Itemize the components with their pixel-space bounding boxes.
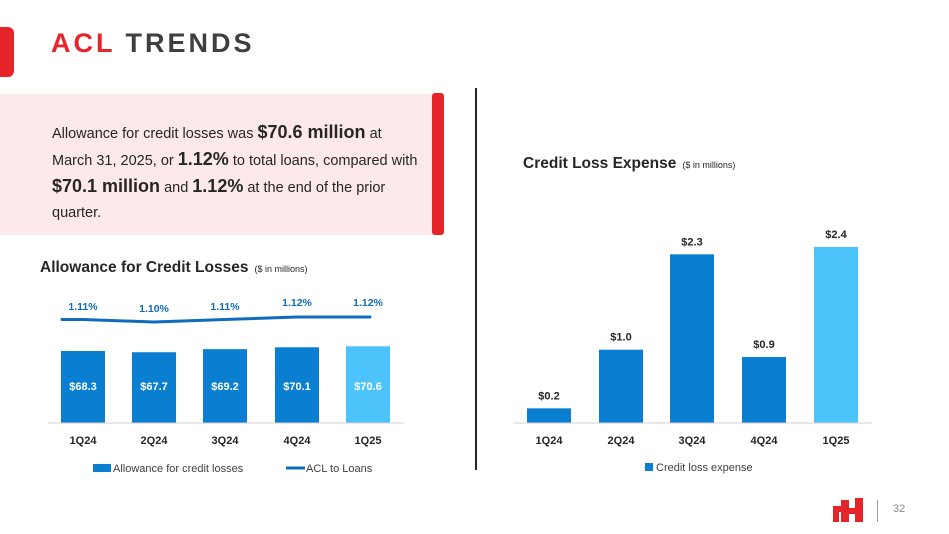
- expense-x-tick-label: 4Q24: [751, 435, 779, 447]
- acl-x-tick-label: 4Q24: [284, 435, 312, 447]
- acl-chart-title-text: Allowance for Credit Losses: [40, 259, 249, 276]
- column-divider: [475, 88, 477, 470]
- acl-bar-label: $69.2: [211, 381, 239, 393]
- expense-x-tick-label: 2Q24: [608, 435, 636, 447]
- expense-legend-label: Credit loss expense: [656, 462, 753, 474]
- acl-x-tick-label: 2Q24: [141, 435, 169, 447]
- acl-ratio-label: 1.11%: [68, 301, 98, 313]
- title-rest: TRENDS: [125, 28, 255, 58]
- acl-bar: [275, 347, 319, 423]
- expense-chart-title-text: Credit Loss Expense: [523, 155, 677, 172]
- acl-legend-line-label: ACL to Loans: [306, 463, 373, 475]
- expense-bar: [670, 254, 714, 423]
- summary-highlight: $70.1 million: [52, 176, 161, 196]
- expense-bar-label: $2.4: [825, 229, 847, 241]
- summary-highlight: 1.12%: [192, 176, 244, 196]
- header-accent-tab: [0, 27, 14, 77]
- acl-chart-title: Allowance for Credit Losses ($ in million…: [40, 259, 307, 277]
- expense-bar: [814, 247, 858, 423]
- acl-ratio-line: [60, 315, 372, 324]
- acl-ratio-label: 1.10%: [139, 303, 169, 315]
- acl-x-tick-label: 3Q24: [212, 435, 240, 447]
- callout-accent-bar: [432, 93, 444, 235]
- summary-text-part: and: [160, 180, 193, 196]
- acl-legend-bar-swatch: [93, 464, 111, 472]
- expense-bar: [599, 349, 643, 423]
- expense-bar-label: $2.3: [681, 236, 702, 248]
- acl-bar-label: $70.1: [283, 381, 311, 393]
- brand-logo-icon: [833, 498, 863, 522]
- summary-highlight: 1.12%: [177, 149, 229, 169]
- expense-x-tick-label: 1Q24: [536, 435, 564, 447]
- expense-bar-label: $0.2: [538, 390, 559, 402]
- acl-bar: [132, 352, 176, 423]
- acl-x-tick-label: 1Q24: [70, 435, 98, 447]
- expense-legend-swatch: [645, 463, 653, 471]
- acl-bar-label: $68.3: [69, 381, 97, 393]
- summary-text-part: Allowance for credit losses was: [52, 126, 258, 142]
- expense-x-tick-label: 3Q24: [679, 435, 707, 447]
- acl-bar: [203, 349, 247, 423]
- summary-text: Allowance for credit losses was $70.6 mi…: [52, 120, 422, 226]
- acl-bar: [61, 351, 105, 423]
- acl-bar-label: $70.6: [354, 381, 382, 393]
- acl-x-tick-label: 1Q25: [355, 435, 382, 447]
- summary-text-part: to total loans, compared with: [228, 153, 418, 169]
- title-accent: ACL: [51, 28, 116, 58]
- summary-text-part: at March 31, 2025, or: [52, 126, 382, 169]
- acl-chart-units: ($ in millions): [254, 264, 308, 274]
- expense-chart-units: ($ in millions): [682, 160, 736, 170]
- summary-highlight: $70.6 million: [257, 122, 366, 142]
- acl-ratio-label: 1.12%: [282, 297, 312, 309]
- summary-text-part: at the end of the prior quarter.: [52, 180, 386, 221]
- acl-ratio-label: 1.12%: [353, 297, 383, 309]
- expense-bar: [527, 408, 571, 423]
- expense-bar-label: $0.9: [753, 339, 774, 351]
- expense-x-tick-label: 1Q25: [823, 435, 850, 447]
- page-title: ACL TRENDS: [51, 28, 255, 59]
- acl-bar: [346, 346, 390, 423]
- page-number: 32: [893, 503, 906, 515]
- acl-legend-bar-label: Allowance for credit losses: [113, 463, 244, 475]
- footer-separator: [877, 500, 878, 522]
- acl-bar-label: $67.7: [140, 381, 168, 393]
- summary-callout: [0, 94, 437, 235]
- expense-bar-label: $1.0: [610, 332, 631, 344]
- acl-ratio-label: 1.11%: [210, 301, 240, 313]
- expense-chart-title: Credit Loss Expense ($ in millions): [523, 155, 735, 173]
- expense-bar: [742, 357, 786, 423]
